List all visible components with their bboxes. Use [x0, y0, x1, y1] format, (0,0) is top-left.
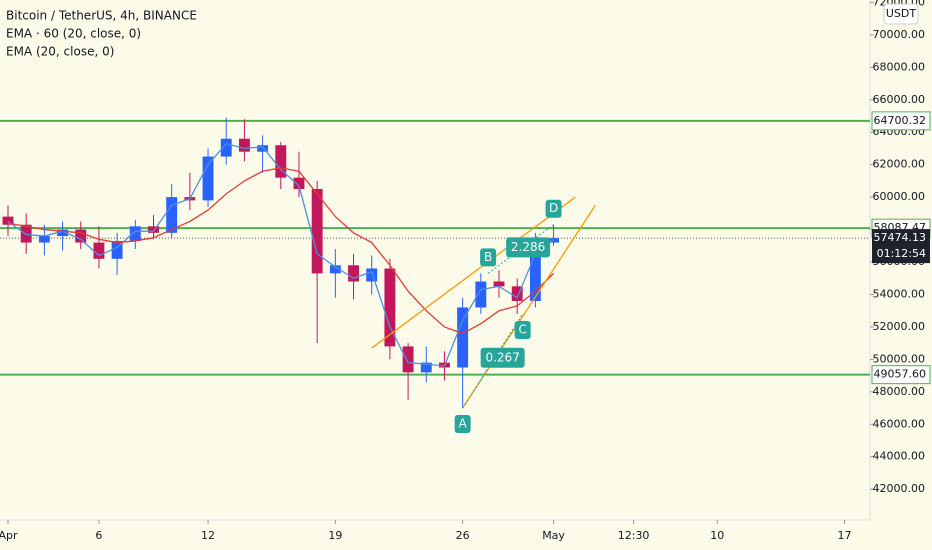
candle-body [220, 138, 232, 157]
ema-line [7, 142, 554, 367]
y-tick-label: 44000.00 [873, 450, 926, 463]
y-tick-label: 68000.00 [873, 60, 926, 73]
candle-body [93, 242, 105, 259]
candle-body [311, 189, 323, 274]
candle-body [275, 145, 287, 178]
y-tick-label: 70000.00 [873, 28, 926, 41]
candle-body [111, 240, 123, 259]
trend-line [371, 196, 576, 349]
x-tick-label: 6 [95, 529, 102, 542]
candle-body [511, 286, 523, 301]
x-tick-label: 17 [838, 529, 852, 542]
candle-body [366, 268, 378, 282]
ratio-tag [480, 347, 525, 368]
candle-body [38, 236, 50, 243]
candle-body [75, 229, 87, 243]
candle-body [493, 281, 505, 287]
level-label: 49057.60 [874, 368, 927, 381]
y-tick-label: 46000.00 [873, 417, 926, 430]
candle-body [529, 242, 541, 301]
last-price-tag [872, 229, 930, 264]
level-tag [871, 111, 931, 131]
pattern-point [514, 320, 531, 339]
x-tick-label: 19 [328, 529, 342, 542]
x-tick-label: 26 [456, 529, 470, 542]
x-tick-label: 12 [201, 529, 215, 542]
price-axis: 42000.00 44000.00 46000.00 48000.00 50000.00… [870, 0, 931, 495]
plot: A B C D 0.267 2.286 [0, 117, 870, 434]
candle-body [57, 229, 69, 237]
candle-body [2, 216, 14, 225]
chart-title: Bitcoin / TetherUS, 4h, BINANCE [6, 9, 197, 23]
pattern-label: C [518, 322, 526, 336]
y-tick-label: 52000.00 [873, 320, 926, 333]
y-tick-label: 48000.00 [873, 385, 926, 398]
y-tick-label: 66000.00 [873, 93, 926, 106]
candle-body [475, 281, 487, 308]
candle-body [129, 226, 141, 241]
y-tick-label: 54000.00 [873, 287, 926, 300]
y-tick-label: 62000.00 [873, 158, 926, 171]
pattern-label: B [484, 250, 492, 264]
x-tick-label: Apr [0, 529, 18, 542]
ratio-tag [506, 237, 551, 258]
candle-body [457, 307, 469, 368]
last-price-label: 57474.13 [874, 231, 927, 244]
ratio-label: 0.267 [485, 350, 519, 364]
y-tick-label: 60000.00 [873, 190, 926, 203]
pattern-label: D [549, 201, 558, 215]
currency[interactable]: USDT [886, 7, 917, 20]
candle-body [148, 226, 159, 233]
candle-body [238, 138, 250, 152]
countdown: 01:12:54 [877, 247, 926, 260]
candle-body [348, 265, 359, 282]
x-tick-label: May [542, 529, 565, 542]
level-label: 64700.32 [874, 114, 927, 127]
ratio-label: 2.286 [511, 240, 545, 254]
pattern-line [462, 313, 524, 409]
pattern-point [480, 248, 497, 267]
pattern-label: A [459, 417, 468, 431]
legend-entry: EMA · 60 (20, close, 0) [6, 27, 141, 41]
candle-body [548, 238, 560, 243]
legend: Bitcoin / TetherUS, 4h, BINANCE EMA · 60… [6, 9, 197, 59]
candle-body [202, 156, 214, 201]
candle-body [166, 197, 178, 233]
candle-body [20, 224, 32, 243]
legend-entry: EMA (20, close, 0) [6, 45, 114, 59]
x-tick-label: 10 [710, 529, 724, 542]
y-tick-label: 42000.00 [873, 482, 926, 495]
currency-button[interactable] [883, 3, 919, 25]
candle-body [420, 362, 432, 373]
x-tick-label: 12:30 [618, 529, 650, 542]
pattern-point [545, 199, 562, 218]
candle-body [329, 265, 341, 274]
candle-body [293, 177, 305, 190]
candle-body [384, 268, 396, 347]
level-tag [871, 365, 931, 385]
ema-line [7, 167, 555, 335]
y-tick-label: 50000.00 [873, 352, 926, 365]
candle-body [257, 145, 269, 152]
pattern-point [454, 415, 471, 434]
candle-body [402, 346, 414, 373]
